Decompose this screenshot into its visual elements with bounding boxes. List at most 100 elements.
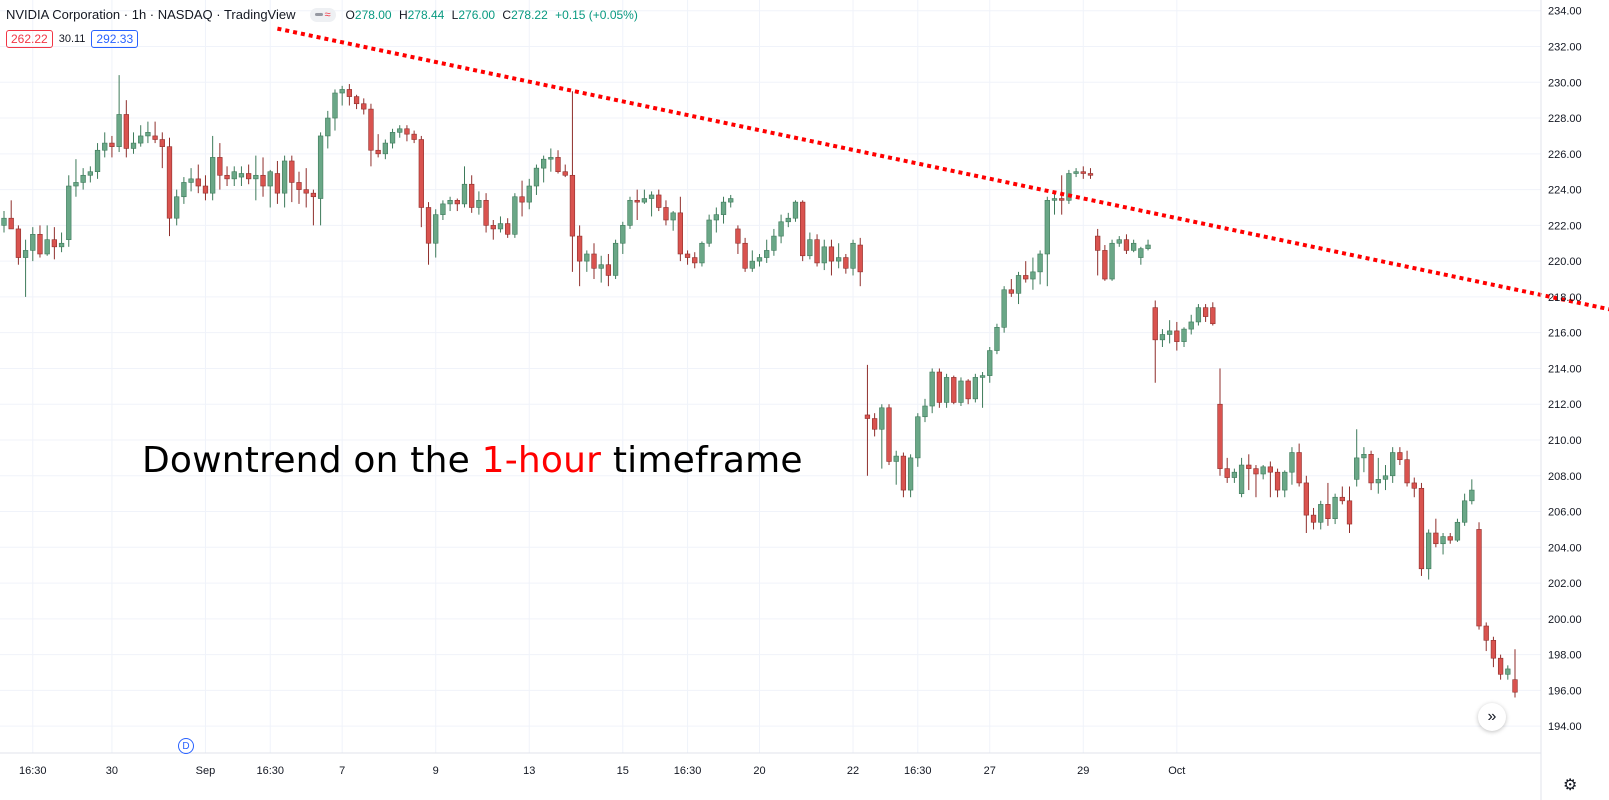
candle-body [80,174,86,183]
candle-body [1260,466,1266,475]
change-value: +0.15 (+0.05%) [555,7,638,22]
candle-body [1512,679,1518,693]
candle-body [1505,668,1511,675]
candle [346,84,353,106]
header-badges[interactable]: ≈ [309,7,336,22]
dividend-marker[interactable]: D [178,738,194,754]
candle [965,379,971,405]
candle [1195,304,1202,326]
candle-body [303,189,309,194]
candle-body [1303,482,1309,516]
price-tick-label: 202.00 [1548,578,1582,590]
candle [267,169,273,208]
candle [1368,450,1374,491]
candle-body [1202,307,1209,317]
candle [317,132,324,226]
candle-body [361,103,367,110]
candle-body [15,228,22,258]
candle-body [1051,198,1058,201]
candle-body [238,173,245,178]
candle-body [648,194,655,199]
candle [1166,320,1173,344]
candle-body [8,217,14,230]
candle [166,137,173,237]
gear-icon[interactable]: ⚙ [1563,777,1578,794]
candle-body [1310,514,1317,523]
candle-body [1138,248,1144,258]
candle [807,232,813,260]
candle-body [1152,307,1158,341]
candle-body [454,200,460,205]
candle-body [1397,452,1403,460]
high-value: 278.44 [407,7,445,22]
candle-body [1,217,7,226]
candle-body [612,242,619,276]
candle-body [73,182,79,187]
symbol-title[interactable]: NVIDIA Corporation · 1h · NASDAQ · Tradi… [6,7,296,22]
candle [720,196,727,224]
candle [836,243,842,269]
candle-body [1231,471,1238,478]
candle [1382,465,1389,491]
candle-body [1497,657,1504,675]
candle [1095,228,1101,276]
candle [217,143,223,190]
price-tick-label: 234.00 [1548,6,1582,18]
price-axis[interactable]: 194.00 196.00 198.00 200.00 202.00 204.00 206.… [1548,6,1582,733]
candle-body [519,196,525,203]
candle [1015,271,1022,305]
candle-body [742,242,748,269]
candle-body [418,139,424,208]
candle-body [166,146,173,219]
candle-body [102,142,108,151]
candle-body [22,250,29,258]
candle-body [44,239,50,255]
candle-body [469,183,475,208]
candle [454,198,460,212]
candle-body [1166,330,1173,335]
indicator-mid-value: 30.11 [58,33,86,45]
candle [994,323,1000,355]
time-tick-label: 27 [984,765,996,777]
candle-body [1382,475,1389,480]
scroll-to-realtime-button[interactable]: » [1478,703,1506,731]
open-label: O [345,7,355,22]
trendline-layer [277,26,1609,312]
time-tick-label: 16:30 [19,765,47,777]
candle [785,212,791,228]
candle [418,135,424,228]
candle [1296,443,1302,487]
indicator-left-value: 262.22 [6,30,53,48]
candle-body [260,174,266,187]
candle [1505,665,1511,680]
candle [1411,477,1417,498]
candle [80,168,86,190]
candle-body [325,117,331,137]
time-axis[interactable]: 16:30 30 Sep 16:30 7 9 13 15 16:30 20 22 16:30 27 29 O… [19,765,1185,777]
candle [490,219,496,240]
candle [224,166,230,187]
candle [972,373,978,403]
candle [922,398,928,423]
candle [1246,454,1252,491]
candle-body [1210,307,1216,325]
candle-body [1238,464,1245,494]
candle [1080,166,1086,179]
candle [1274,468,1281,498]
time-tick-label: 29 [1077,765,1089,777]
candle [562,164,568,178]
candle [181,177,187,204]
candle-body [353,96,360,105]
candle [1375,457,1381,494]
candle [1418,482,1425,576]
candle [663,200,669,226]
candle-body [296,182,302,190]
candle-body [756,257,763,262]
candle-body [951,377,957,403]
candle-body [728,198,734,203]
candle-body [1001,289,1007,328]
candle [1397,447,1403,466]
candle [656,189,662,212]
time-tick-label: 7 [339,765,345,777]
